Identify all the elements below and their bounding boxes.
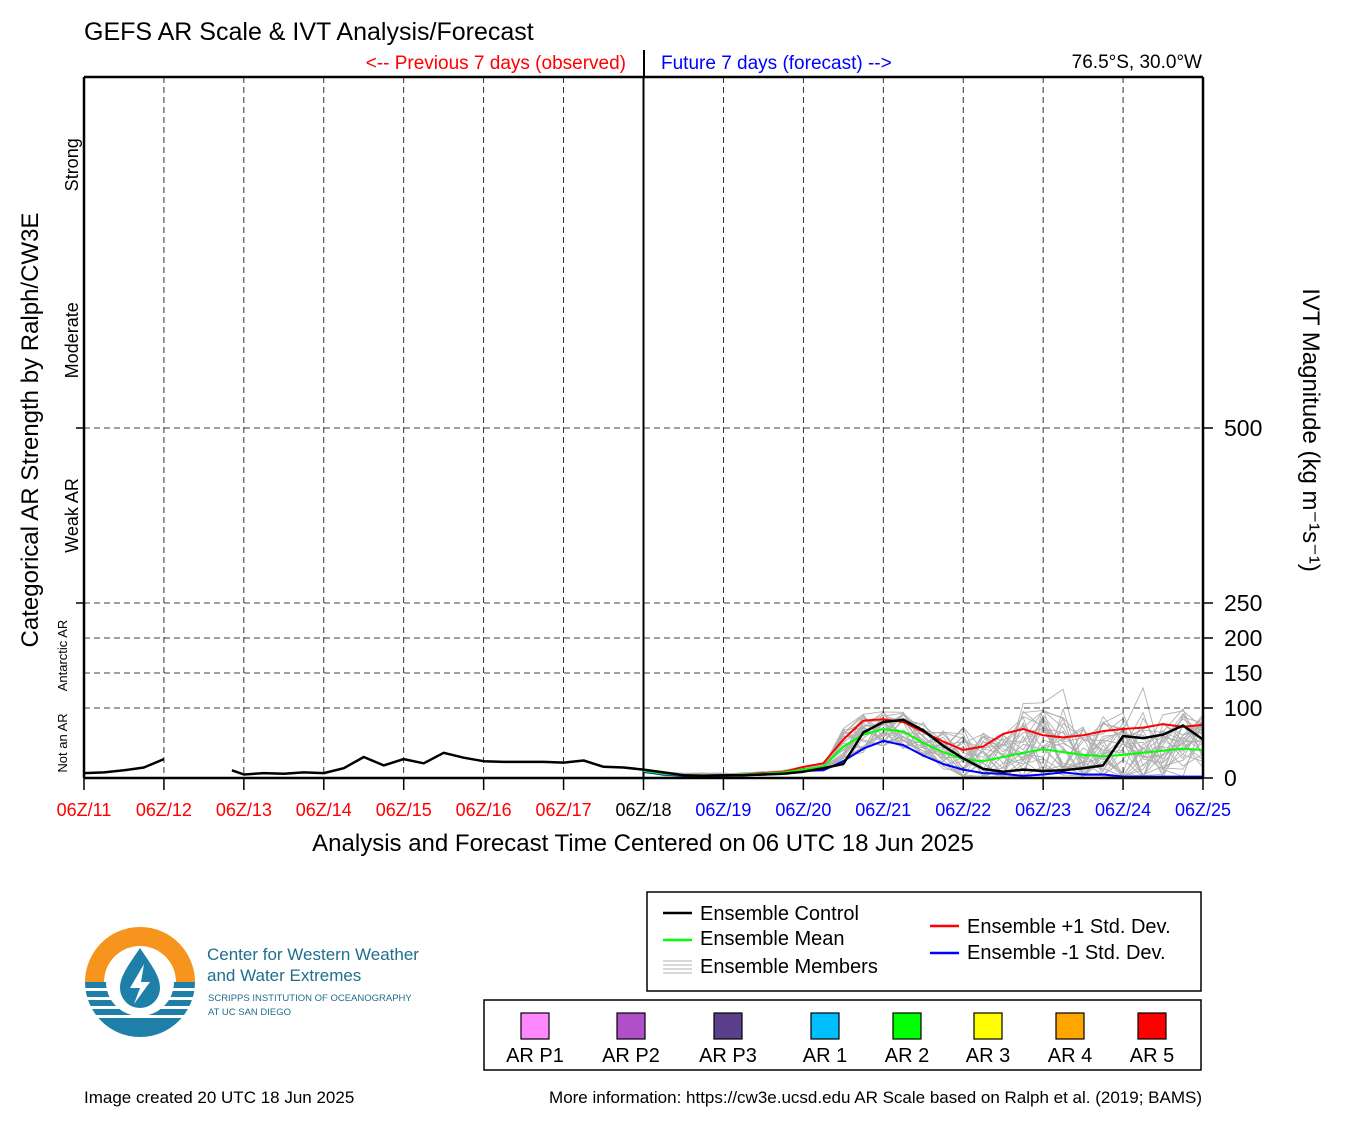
ar-scale-swatch — [892, 1012, 922, 1040]
logo-bolt-icon — [130, 964, 150, 1004]
x-tick-label: 06Z/23 — [1015, 800, 1071, 820]
y-tick-label: 200 — [1224, 625, 1262, 651]
ar-scale-swatch — [616, 1012, 646, 1040]
logo-name-line1: Center for Western Weather — [207, 945, 419, 964]
x-tick-label: 06Z/11 — [57, 800, 112, 820]
x-tick-label: 06Z/20 — [775, 800, 831, 820]
x-tick-label: 06Z/16 — [456, 800, 512, 820]
future-days-label: Future 7 days (forecast) --> — [661, 53, 892, 74]
logo-sub-line2: AT UC SAN DIEGO — [208, 1007, 291, 1018]
x-tick-label: 06Z/12 — [136, 800, 192, 820]
legend-box — [646, 891, 1202, 992]
x-tick-label: 06Z/22 — [935, 800, 991, 820]
y-tick-label: 100 — [1224, 695, 1262, 721]
category-label: Strong — [62, 138, 82, 191]
location-label: 76.5°S, 30.0°W — [1072, 52, 1202, 73]
y-tick-label: 150 — [1224, 660, 1262, 686]
ar-scale-swatch — [713, 1012, 743, 1040]
ar-scale-swatch — [1137, 1012, 1167, 1040]
x-tick-label: 06Z/14 — [296, 800, 352, 820]
ar-scale-label: AR P1 — [506, 1045, 564, 1067]
x-tick-label: 06Z/21 — [855, 800, 911, 820]
logo-orange-arc — [85, 927, 195, 982]
ar-scale-label: AR 2 — [885, 1045, 929, 1067]
legend-mean-label: Ensemble Mean — [700, 928, 845, 950]
x-tick-label: 06Z/18 — [615, 800, 671, 820]
legend-members-swatch — [663, 960, 692, 974]
legend-minus-std-label: Ensemble -1 Std. Dev. — [967, 942, 1166, 964]
left-axis-label: Categorical AR Strength by Ralph/CW3E — [17, 213, 44, 648]
ensemble-control-line — [231, 718, 1204, 778]
y-tick-label: 250 — [1224, 590, 1262, 616]
ar-scale-swatch — [520, 1012, 550, 1040]
logo-name-line2: and Water Extremes — [207, 966, 361, 985]
y-tick-label: 0 — [1224, 765, 1237, 791]
x-tick-label: 06Z/15 — [376, 800, 432, 820]
category-label: Weak AR — [62, 478, 82, 553]
ar-scale-label: AR 1 — [803, 1045, 847, 1067]
series-layer — [83, 718, 1204, 778]
x-tick-label: 06Z/25 — [1175, 800, 1231, 820]
logo-sub-line1: SCRIPPS INSTITUTION OF OCEANOGRAPHY — [208, 993, 412, 1004]
category-label: Not an AR — [55, 713, 70, 772]
chart-title: GEFS AR Scale & IVT Analysis/Forecast — [84, 18, 534, 46]
ar-scale-layer: AR P1 AR P2 AR P3 AR 1 AR 2 AR 3 AR 4 AR 5 — [506, 1012, 1174, 1067]
ar-scale-swatch — [810, 1012, 840, 1040]
footer-info: More information: https://cw3e.ucsd.edu … — [549, 1088, 1202, 1107]
x-tick-label: 06Z/19 — [695, 800, 751, 820]
grid-layer — [84, 77, 1203, 778]
right-axis-label: IVT Magnitude (kg m⁻¹s⁻¹) — [1297, 288, 1324, 572]
legend-plus-std-label: Ensemble +1 Std. Dev. — [967, 916, 1171, 938]
category-label: Antarctic AR — [55, 620, 70, 692]
ar-scale-label: AR P2 — [602, 1045, 660, 1067]
legend-control-label: Ensemble Control — [700, 903, 859, 925]
x-tick-label: 06Z/24 — [1095, 800, 1151, 820]
previous-days-label: <-- Previous 7 days (observed) — [366, 53, 626, 74]
ar-scale-swatch — [973, 1012, 1003, 1040]
category-label: Moderate — [62, 302, 82, 378]
x-tick-label: 06Z/17 — [536, 800, 592, 820]
y-tick-label: 500 — [1224, 415, 1262, 441]
cw3e-logo: Center for Western Weather and Water Ext… — [85, 927, 419, 1037]
ar-scale-label: AR 3 — [966, 1045, 1010, 1067]
legend-members-label: Ensemble Members — [700, 956, 878, 978]
ar-scale-swatch — [1055, 1012, 1085, 1040]
x-axis-label: Analysis and Forecast Time Centered on 0… — [312, 830, 974, 857]
ar-scale-label: AR 5 — [1130, 1045, 1174, 1067]
ar-scale-label: AR 4 — [1048, 1045, 1092, 1067]
axis-layer: 06Z/11 06Z/12 06Z/13 06Z/14 06Z/15 06Z/16 06Z/… — [55, 75, 1262, 820]
ensemble-control-line — [83, 757, 165, 775]
ar-scale-label: AR P3 — [699, 1045, 757, 1067]
x-tick-label: 06Z/13 — [216, 800, 272, 820]
footer-created: Image created 20 UTC 18 Jun 2025 — [84, 1088, 354, 1107]
